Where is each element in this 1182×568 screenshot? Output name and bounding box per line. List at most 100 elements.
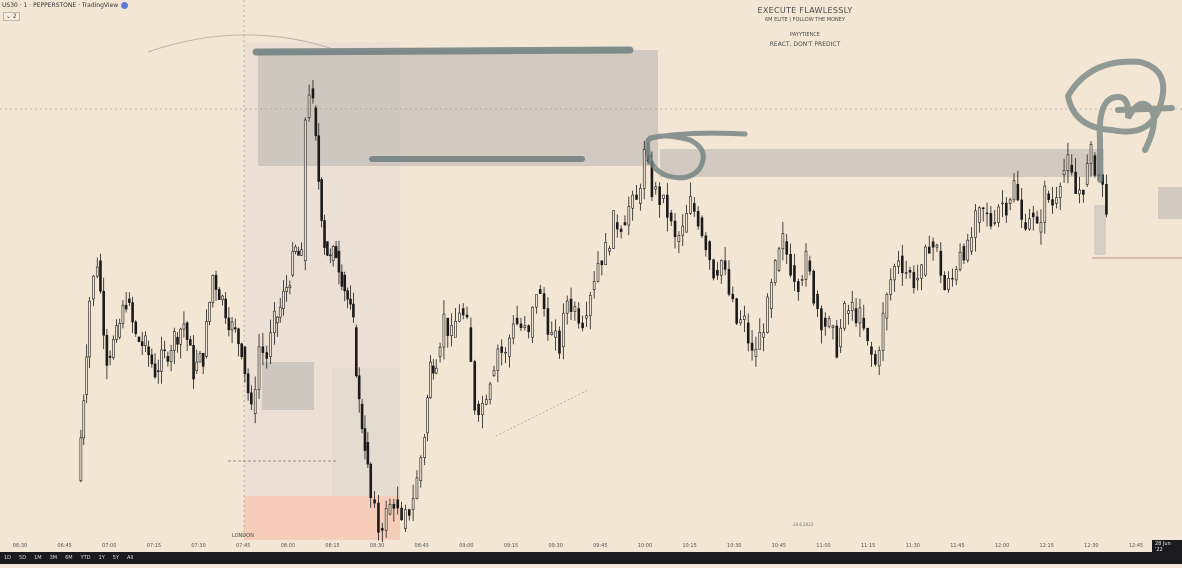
candle-body [596, 262, 600, 282]
supply-zone-right [660, 149, 1104, 177]
candle-body [438, 346, 442, 357]
x-tick-label: 08:15 [325, 543, 339, 549]
candle-body [121, 304, 125, 324]
candle-body [346, 290, 349, 300]
candle-body [85, 356, 88, 395]
candle-body [195, 361, 199, 371]
candle-body [496, 348, 500, 371]
watermark-title: EXECUTE FLAWLESSLY [757, 6, 853, 15]
candle-body [758, 332, 762, 350]
symbol-label[interactable]: US30 · 1 · PEPPERSTONE · TradingView [2, 2, 119, 9]
timeframe-button[interactable]: 1Y [98, 555, 105, 561]
candle-body [1008, 199, 1012, 204]
candle-body [426, 397, 429, 434]
candle-body [112, 339, 115, 358]
candle-body [931, 241, 935, 248]
timeframe-button[interactable]: All [127, 555, 134, 561]
candle-body [669, 212, 673, 222]
candle-body [334, 246, 338, 259]
candle-body [99, 260, 102, 292]
timeframe-button[interactable]: 5Y [112, 555, 120, 561]
candle-body [947, 277, 950, 290]
candle-body [415, 477, 419, 499]
candle-body [639, 188, 642, 204]
candle-body [951, 277, 954, 280]
timeframe-button[interactable]: 1D [4, 555, 12, 561]
candle-body [307, 94, 311, 118]
timeframe-button[interactable]: 3M [49, 555, 58, 561]
candle-body [282, 291, 285, 309]
x-tick-label: 11:30 [906, 543, 920, 549]
candle-body [166, 356, 170, 362]
candle-body [735, 298, 738, 324]
candle-body [723, 260, 727, 270]
candle-body [1031, 212, 1035, 218]
candle-body [357, 375, 361, 400]
candle-body [115, 325, 118, 340]
candle-body [781, 233, 785, 250]
candle-body [511, 323, 515, 339]
candle-body [291, 251, 295, 276]
timeframe-button[interactable]: 6M [65, 555, 73, 561]
drawing-arc [147, 34, 331, 53]
candle-body [535, 294, 538, 308]
x-tick-label: 06:30 [13, 543, 27, 549]
candle-body [217, 289, 221, 301]
candle-body [719, 260, 723, 276]
candle-body [588, 295, 592, 316]
candle-body [696, 211, 700, 227]
watermark-line4: REACT, DON'T PREDICT [769, 41, 841, 48]
trend-line [495, 389, 589, 437]
candle-body [927, 246, 931, 254]
candle-body [924, 246, 927, 276]
candle-body [288, 285, 292, 288]
candle-body [908, 270, 912, 273]
candle-body [458, 312, 461, 322]
candle-body [777, 248, 781, 271]
candle-body [816, 293, 819, 309]
timeframe-button[interactable]: 1M [34, 555, 42, 561]
x-tick-label: 07:45 [236, 543, 250, 549]
candle-body [773, 260, 777, 283]
candle-body [300, 249, 303, 256]
candle-body [434, 367, 438, 374]
candle-body [897, 260, 900, 267]
candle-body [662, 194, 665, 199]
candle-body [954, 269, 958, 281]
x-axis: 06:30 06:45 07:00 07:15 07:30 07:45 08:00 08:15… [13, 543, 1143, 549]
candle-body [839, 327, 842, 348]
candle-body [666, 194, 669, 218]
x-tick-label: 06:45 [57, 543, 71, 549]
date-pill: 28 Jun '22 [1152, 540, 1182, 554]
badge-icon[interactable] [121, 2, 129, 9]
candle-body [198, 352, 202, 363]
candle-body [261, 346, 265, 353]
candle-body [163, 349, 166, 352]
candle-body [592, 281, 596, 290]
candle-body [804, 250, 808, 280]
x-tick-label: 10:30 [727, 543, 741, 549]
x-tick-label: 12:15 [1040, 543, 1054, 549]
candle-body [585, 315, 588, 319]
candle-body [820, 308, 823, 331]
candle-body [843, 302, 846, 329]
x-tick-label: 12:00 [995, 543, 1009, 549]
zone-narrow [1094, 205, 1106, 255]
candle-body [978, 207, 981, 223]
candle-body [320, 179, 323, 221]
timeframe-button[interactable]: YTD [80, 555, 91, 561]
candle-body [380, 528, 384, 531]
candle-body [615, 222, 619, 230]
timeframe-button[interactable]: 5D [19, 555, 27, 561]
collapse-button[interactable]: ⌄ 2 [3, 12, 20, 21]
candle-body [153, 363, 157, 378]
candle-body [658, 186, 661, 205]
candle-body [124, 304, 128, 310]
candle-body [847, 310, 850, 314]
candle-body [1070, 164, 1074, 173]
candle-body [352, 303, 355, 318]
candle-body [565, 300, 569, 314]
candle-body [935, 244, 939, 248]
